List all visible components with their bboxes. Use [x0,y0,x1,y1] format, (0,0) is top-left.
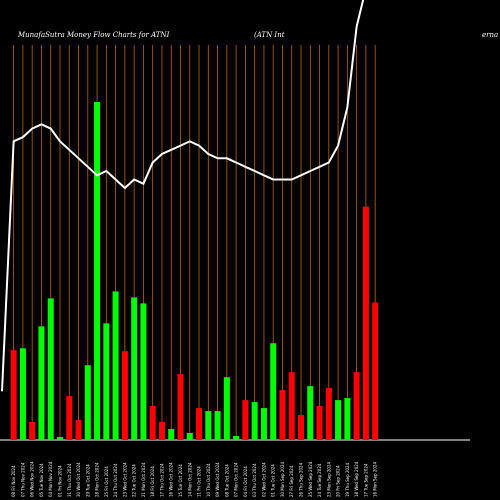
flow-bar [196,408,203,440]
flow-bar [10,350,17,440]
date-tick-label: 01 Fri Nov 2024 [57,465,62,497]
flow-bar [84,365,91,440]
date-tick-label: 20 Fri Sep 2024 [336,465,341,497]
flow-bar [94,102,101,440]
flow-bar [47,298,54,440]
date-tick-label: 03 Thu Oct 2024 [252,463,257,497]
flow-bar [307,386,314,440]
date-tick-label: 07 Mon Oct 2024 [234,462,239,497]
flow-bar [362,206,369,440]
chart-title: MunafaSutra Money Flow Charts for ATNI [17,31,170,39]
money-flow-bars [10,102,379,440]
flow-bar [344,398,351,440]
flow-bar [205,411,212,440]
flow-bar [177,374,184,440]
flow-bar [75,420,82,440]
flow-bar [316,406,323,440]
date-tick-label: 25 Fri Oct 2024 [104,466,109,497]
flow-bar [29,422,36,440]
date-tick-label: 08 Tue Oct 2024 [224,464,229,497]
date-tick-label: 29 Tue Oct 2024 [85,464,90,497]
flow-bar [214,411,221,440]
date-tick-label: 31 Thu Oct 2024 [67,463,72,497]
flow-bar [223,377,230,440]
date-tick-label: 05 Tue Nov 2024 [39,463,44,497]
date-tick-label: 07 Thu Nov 2024 [20,462,25,497]
date-tick-label: 21 Mon Oct 2024 [141,462,146,497]
date-tick-label: 16 Mon Sep 2024 [373,461,378,497]
date-tick-label: 24 Tue Sep 2024 [317,463,322,497]
flow-bar [372,302,379,440]
price-line [1,0,365,392]
flow-bar [353,372,360,440]
flow-bar [335,400,342,440]
date-tick-label: 25 Wed Sep 2024 [308,461,313,497]
date-tick-label: 16 Wed Oct 2024 [169,462,174,497]
date-tick-label: 04 Fri Oct 2024 [243,466,248,497]
flow-bar [66,396,73,440]
flow-bar [233,436,240,440]
flow-bar [56,437,63,440]
flow-bar [103,323,110,440]
date-tick-label: 18 Wed Sep 2024 [354,461,359,497]
date-tick-label: 14 Mon Oct 2024 [187,462,192,497]
date-tick-label: 17 Thu Oct 2024 [159,463,164,497]
flow-bar [288,372,295,440]
date-tick-label: 30 Wed Oct 2024 [76,462,81,497]
flow-bar [186,433,193,440]
date-tick-label: 09 Wed Oct 2024 [215,462,220,497]
flow-bar [168,429,175,440]
flow-bar [260,408,267,440]
date-tick-label: 30 Mon Sep 2024 [280,461,285,497]
flow-bar [279,390,286,440]
date-tick-label: 18 Fri Oct 2024 [150,466,155,497]
date-tick-labels: 08 Fri Nov 2024 07 Thu Nov 2024 06 Wed Nov… [11,461,378,497]
flow-bar [121,351,128,440]
flow-bar [325,388,332,440]
flow-bar [298,415,305,440]
date-tick-label: 10 Thu Oct 2024 [206,463,211,497]
flow-bar [242,400,249,440]
date-tick-label: 11 Fri Oct 2024 [197,466,202,497]
date-tick-label: 04 Mon Nov 2024 [48,461,53,497]
date-tick-label: 15 Tue Oct 2024 [178,464,183,497]
date-tick-label: 22 Tue Oct 2024 [132,464,137,497]
date-tick-label: 19 Thu Sep 2024 [345,462,350,497]
date-tick-label: 26 Thu Sep 2024 [299,462,304,497]
flow-bar [251,402,258,440]
date-tick-label: 28 Mon Oct 2024 [95,462,100,497]
flow-bar [158,422,165,440]
flow-bar [38,326,45,440]
date-tick-label: 08 Fri Nov 2024 [11,465,16,497]
date-tick-label: 06 Wed Nov 2024 [30,461,35,497]
date-tick-label: 23 Mon Sep 2024 [326,461,331,497]
flow-bar [270,343,277,440]
chart-subtitle: (ATN Int [254,31,285,39]
date-tick-label: 02 Wed Oct 2024 [261,462,266,497]
flow-bar [19,348,26,440]
date-tick-label: 17 Tue Sep 2024 [363,463,368,497]
flow-bar [149,406,156,440]
date-tick-label: 01 Tue Oct 2024 [271,464,276,497]
flow-bar [131,297,138,440]
flow-bar [140,303,147,440]
date-tick-label: 23 Wed Oct 2024 [122,462,127,497]
chart-title-right: erna [482,31,498,39]
flow-bar [112,291,119,440]
date-tick-label: 24 Thu Oct 2024 [113,463,118,497]
date-tick-label: 27 Fri Sep 2024 [289,465,294,497]
